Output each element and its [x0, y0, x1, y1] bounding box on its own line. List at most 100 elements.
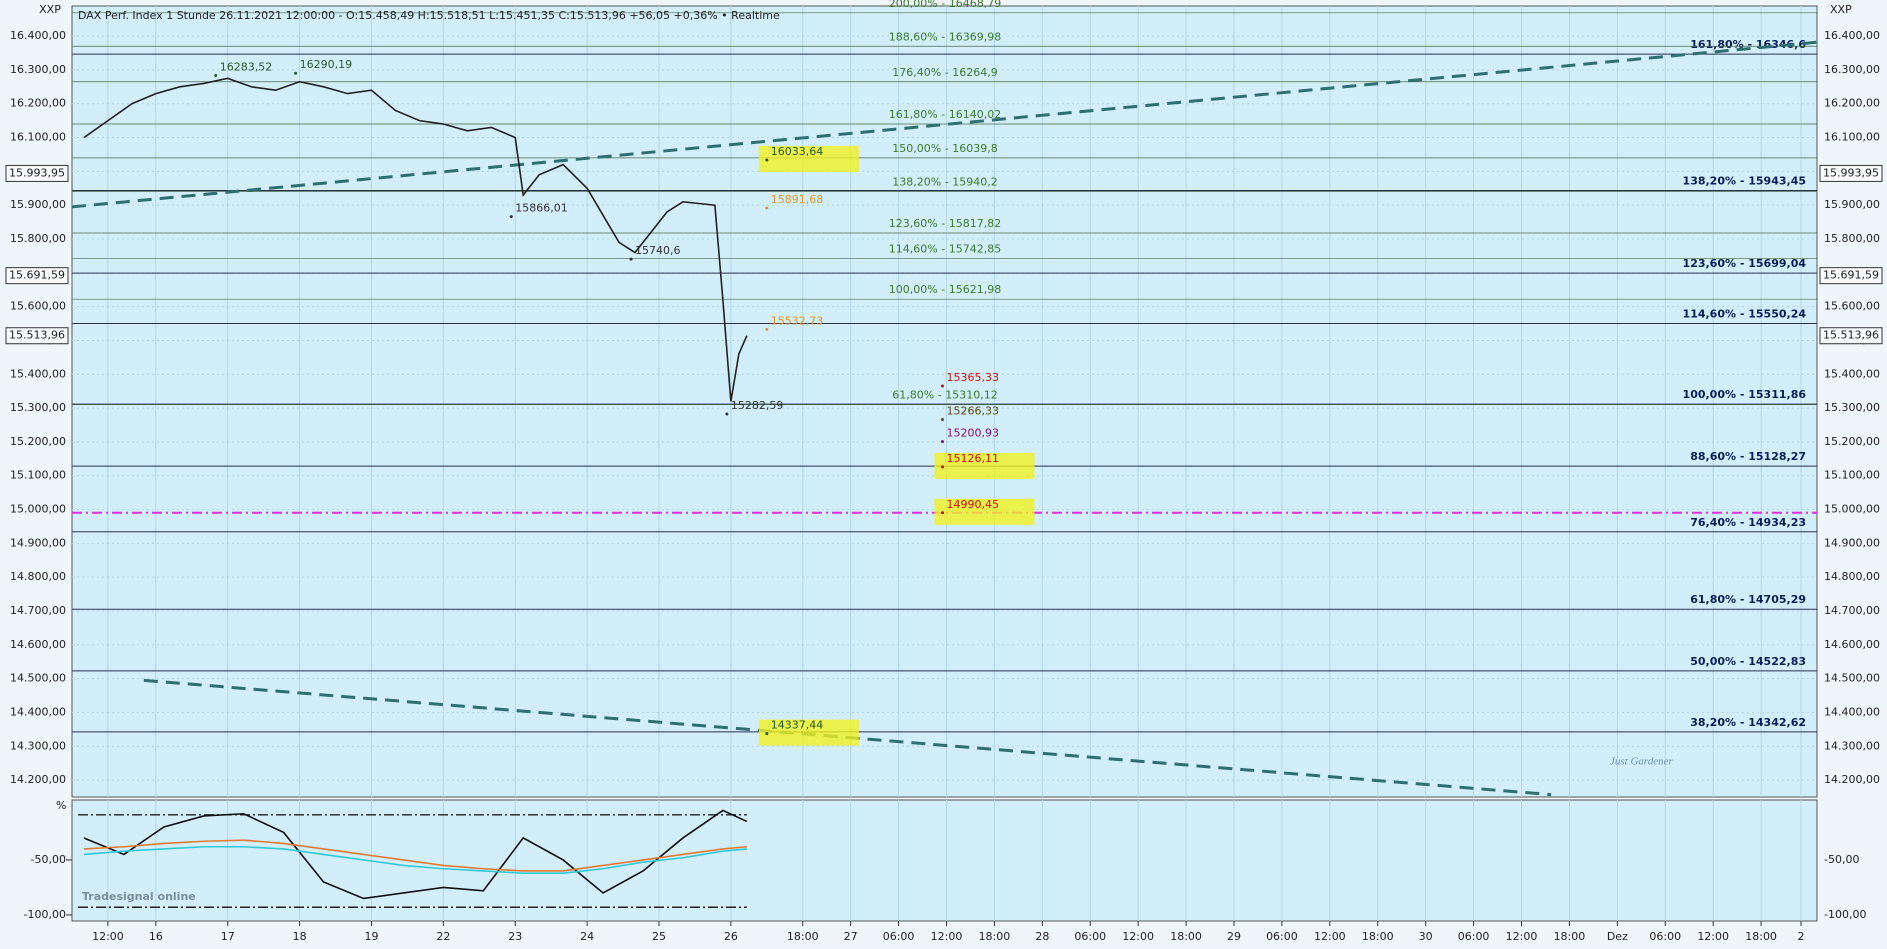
axis-corner-label: XXP	[1830, 3, 1852, 16]
y-tick-label: 15.100,00	[1824, 469, 1880, 482]
x-tick-label: 23	[508, 930, 522, 943]
y-tick-label: 16.300,00	[10, 63, 66, 76]
y-tick-label: 15.000,00	[10, 503, 66, 516]
watermark: Just Gardener	[1610, 756, 1674, 768]
y-tick-label: 15.300,00	[1824, 401, 1880, 414]
y-tick-label: 14.500,00	[10, 672, 66, 685]
fib-label: 138,20% - 15940,2	[892, 176, 997, 189]
highlight	[934, 452, 1035, 479]
price-marker-label: 15.513,96	[1823, 329, 1879, 342]
annotation-point	[294, 71, 298, 75]
x-tick-label: 29	[1227, 930, 1241, 943]
y-tick-label: 16.400,00	[10, 29, 66, 42]
y-tick-label: 14.200,00	[10, 773, 66, 786]
price-marker-label: 15.513,96	[9, 329, 65, 342]
annotation-label: 15740,6	[635, 244, 681, 257]
x-tick-label: 26	[724, 930, 738, 943]
annotation-label: 15866,01	[515, 202, 568, 215]
price-marker	[5, 164, 69, 182]
fib-label: 100,00% - 15311,86	[1683, 388, 1807, 401]
x-tick-label: 18:00	[979, 930, 1011, 943]
annotation-point	[214, 73, 218, 77]
y-tick-label: -50,00	[31, 853, 66, 866]
annotation-label: 16283,52	[220, 60, 273, 73]
oscillator-panel	[71, 799, 1818, 922]
annotation-point	[765, 327, 769, 331]
y-tick-label: 15.400,00	[1824, 367, 1880, 380]
annotation-point	[509, 215, 513, 219]
y-tick-label: 14.900,00	[1824, 536, 1880, 549]
y-tick-label: 14.800,00	[10, 570, 66, 583]
y-tick-label: 15.600,00	[1824, 300, 1880, 313]
x-tick-label: 18:00	[1170, 930, 1202, 943]
fib-label: 161,80% - 16346,6	[1690, 38, 1806, 51]
x-tick-label: 12:00	[1506, 930, 1538, 943]
price-marker-label: 15.993,95	[1823, 166, 1879, 179]
annotation-label: 16290,19	[300, 58, 353, 71]
x-tick-label: Dez	[1607, 930, 1628, 943]
y-tick-label: 14.700,00	[10, 604, 66, 617]
x-tick-label: 30	[1419, 930, 1433, 943]
y-tick-label: 15.800,00	[1824, 232, 1880, 245]
x-tick-label: 12:00	[1697, 930, 1729, 943]
annotation-label: 15200,93	[946, 427, 999, 440]
x-tick-label: 12:00	[92, 930, 124, 943]
price-marker	[5, 327, 69, 345]
y-tick-label: 16.100,00	[10, 131, 66, 144]
y-tick-label: 14.300,00	[10, 739, 66, 752]
highlight	[758, 145, 859, 172]
x-tick-label: 18:00	[787, 930, 819, 943]
y-tick-label: -100,00	[1824, 908, 1866, 921]
x-tick-label: 12:00	[931, 930, 963, 943]
series-line	[83, 77, 748, 402]
y-tick-label: 14.200,00	[1824, 773, 1880, 786]
series-line	[83, 839, 747, 872]
annotation-point	[765, 732, 769, 736]
x-tick-label: 12:00	[1122, 930, 1154, 943]
x-tick-label: 06:00	[883, 930, 915, 943]
x-tick-label: 18:00	[1554, 930, 1586, 943]
fib-label: 161,80% - 16140,02	[889, 108, 1001, 121]
price-marker	[1819, 327, 1883, 345]
y-tick-label: 14.900,00	[10, 536, 66, 549]
x-tick-label: 12:00	[1314, 930, 1346, 943]
logo: Tradesignal online	[82, 890, 196, 903]
plot-layer: 12:00 16 17 18 19 22 23 24 25 26 18:00 27 06:00 12:00…	[5, 0, 1883, 943]
x-tick-label: 2	[1798, 930, 1805, 943]
fib-label: 200,00% - 16468,79	[889, 0, 1001, 10]
y-tick-label: 14.600,00	[1824, 638, 1880, 651]
series-line	[83, 809, 748, 900]
annotation-point	[940, 465, 944, 469]
annotation-point	[725, 412, 729, 416]
highlight	[758, 719, 859, 746]
fib-label: 88,60% - 15128,27	[1690, 450, 1806, 463]
y-tick-label: 14.600,00	[10, 638, 66, 651]
y-tick-label: 15.900,00	[10, 198, 66, 211]
fib-label: 114,60% - 15550,24	[1683, 307, 1807, 320]
x-tick-label: 06:00	[1074, 930, 1106, 943]
x-tick-label: 25	[652, 930, 666, 943]
price-marker-label: 15.691,59	[1823, 269, 1879, 282]
y-tick-label: 14.400,00	[1824, 705, 1880, 718]
y-tick-label: 15.900,00	[1824, 198, 1880, 211]
trendline	[71, 40, 1818, 209]
fib-label: 38,20% - 14342,62	[1690, 716, 1806, 729]
annotation-point	[940, 511, 944, 515]
y-tick-label: 16.200,00	[1824, 97, 1880, 110]
x-tick-label: 19	[364, 930, 378, 943]
fib-label: 100,00% - 15621,98	[889, 283, 1001, 296]
highlight	[934, 498, 1035, 525]
annotation-label: 14990,45	[946, 498, 999, 511]
annotation-point	[629, 257, 633, 261]
y-tick-label: 16.400,00	[1824, 29, 1880, 42]
y-tick-label: 16.200,00	[10, 97, 66, 110]
x-tick-label: 18	[293, 930, 307, 943]
fib-label: 138,20% - 15943,45	[1683, 174, 1806, 187]
annotation-point	[765, 206, 769, 210]
fib-label: 114,60% - 15742,85	[889, 242, 1001, 255]
annotation-label: 15891,68	[771, 193, 824, 206]
x-tick-label: 22	[436, 930, 450, 943]
annotation-point	[940, 440, 944, 444]
x-tick-label: 18:00	[1745, 930, 1777, 943]
y-tick-label: 15.300,00	[10, 401, 66, 414]
